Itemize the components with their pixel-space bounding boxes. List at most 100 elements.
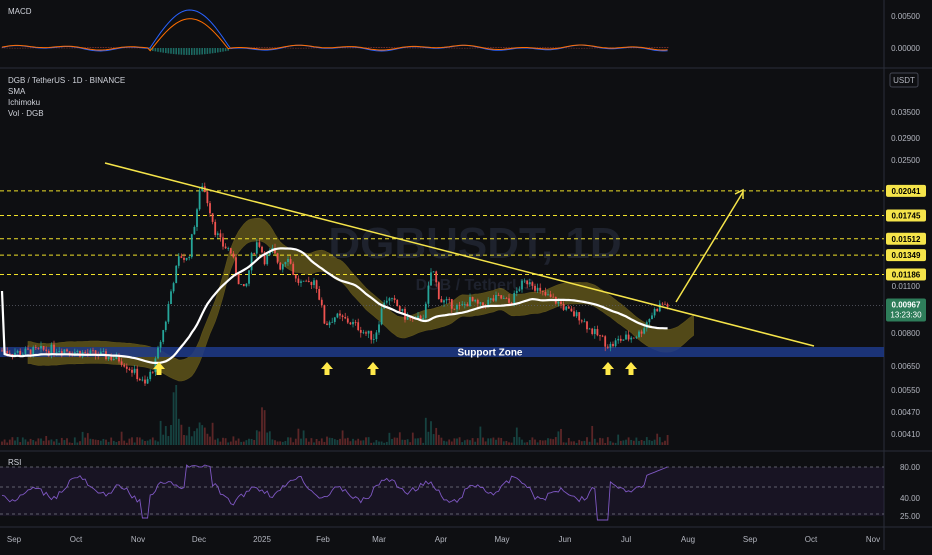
macd-histogram-bar xyxy=(204,48,206,55)
volume-bar xyxy=(279,441,282,445)
volume-bar xyxy=(580,441,583,445)
candle-body xyxy=(575,312,578,317)
volume-bar xyxy=(45,435,48,445)
volume-bar xyxy=(172,392,175,445)
candle-body xyxy=(162,330,165,342)
macd-histogram-bar xyxy=(219,48,222,53)
candle-body xyxy=(359,330,362,333)
price-tick-label: 0.02500 xyxy=(891,156,920,165)
volume-bar xyxy=(60,437,63,445)
time-tick-label: 2025 xyxy=(253,535,271,544)
volume-bar xyxy=(601,438,604,445)
macd-histogram-bar xyxy=(185,48,188,55)
candle-body xyxy=(422,317,425,320)
currency-badge[interactable] xyxy=(889,72,919,88)
candle-body xyxy=(76,350,79,353)
macd-histogram-bar xyxy=(544,47,547,48)
volume-bar xyxy=(258,431,261,445)
candle-body xyxy=(362,332,365,334)
candle-body xyxy=(336,313,339,318)
candle-body xyxy=(643,328,646,334)
volume-bar xyxy=(102,438,105,445)
candle-body xyxy=(515,290,518,293)
volume-bar xyxy=(406,439,409,445)
macd-histogram-bar xyxy=(170,48,172,54)
volume-bar xyxy=(619,440,622,445)
macd-histogram-bar xyxy=(448,47,450,49)
candle-body xyxy=(396,300,399,307)
candle-body xyxy=(541,290,544,292)
volume-bar xyxy=(437,434,440,445)
macd-histogram-bar xyxy=(191,48,193,55)
volume-bar xyxy=(370,442,373,445)
macd-histogram-bar xyxy=(58,47,60,49)
candle-body xyxy=(440,299,443,303)
volume-bar xyxy=(307,441,310,445)
support-zone: Support Zone xyxy=(0,347,884,359)
chart-title: DGB / TetherUS · 1D · BINANCE xyxy=(8,76,125,85)
volume-bar xyxy=(183,434,185,445)
macd-histogram-bar xyxy=(11,47,14,49)
volume-bar xyxy=(575,442,578,445)
candle-body xyxy=(378,324,380,333)
volume-bar xyxy=(250,439,253,445)
candle-body xyxy=(567,306,570,309)
volume-bar xyxy=(653,439,656,445)
macd-histogram-bar xyxy=(354,47,357,49)
volume-bar xyxy=(411,432,414,445)
volume-bar xyxy=(284,441,287,445)
volume-bar xyxy=(661,442,664,445)
volume-bar xyxy=(458,437,461,445)
time-tick-label: May xyxy=(494,535,509,544)
candle-body xyxy=(656,308,659,312)
candle-body xyxy=(297,278,300,283)
volume-bar xyxy=(427,431,430,445)
macd-histogram-bar xyxy=(500,47,502,48)
macd-histogram-bar xyxy=(126,47,128,49)
candle-body xyxy=(141,379,144,381)
volume-bar xyxy=(193,431,196,445)
volume-bar xyxy=(466,439,469,445)
macd-histogram-bar xyxy=(412,47,414,49)
candle-body xyxy=(380,308,383,325)
macd-histogram-bar xyxy=(542,47,544,48)
macd-histogram-bar xyxy=(315,47,318,49)
candle-body xyxy=(331,321,334,323)
candle-body xyxy=(619,338,622,341)
macd-histogram-bar xyxy=(552,47,554,48)
macd-histogram-bar xyxy=(263,47,266,48)
volume-bar xyxy=(469,440,471,445)
candle-body xyxy=(448,299,451,300)
candle-body xyxy=(110,356,113,360)
volume-bar xyxy=(216,438,219,445)
candle-body xyxy=(580,320,583,322)
macd-histogram-bar xyxy=(159,48,162,53)
support-arrows xyxy=(153,362,637,375)
volume-bar xyxy=(21,437,24,445)
macd-histogram-bar xyxy=(581,47,583,49)
macd-histogram-bar xyxy=(19,47,21,49)
macd-histogram-bar xyxy=(666,47,669,48)
volume-bar xyxy=(141,439,144,445)
candle-body xyxy=(495,295,497,301)
volume-bar xyxy=(235,440,237,445)
volume-bar xyxy=(115,442,118,445)
volume-bar xyxy=(40,438,42,445)
volume-bar xyxy=(383,442,386,445)
macd-histogram-bar xyxy=(386,47,388,48)
candle-body xyxy=(89,350,92,354)
price-tick-label: 0.00550 xyxy=(891,386,920,395)
candle-body xyxy=(393,298,396,301)
candle-body xyxy=(458,304,461,306)
candle-body xyxy=(552,296,555,298)
macd-histogram-bar xyxy=(495,47,497,48)
volume-bar xyxy=(617,434,620,445)
volume-bar xyxy=(261,407,263,445)
volume-bar xyxy=(229,441,232,445)
volume-bar xyxy=(448,439,451,445)
candle-body xyxy=(544,291,547,296)
candle-body xyxy=(84,352,87,354)
candle-body xyxy=(131,369,133,373)
